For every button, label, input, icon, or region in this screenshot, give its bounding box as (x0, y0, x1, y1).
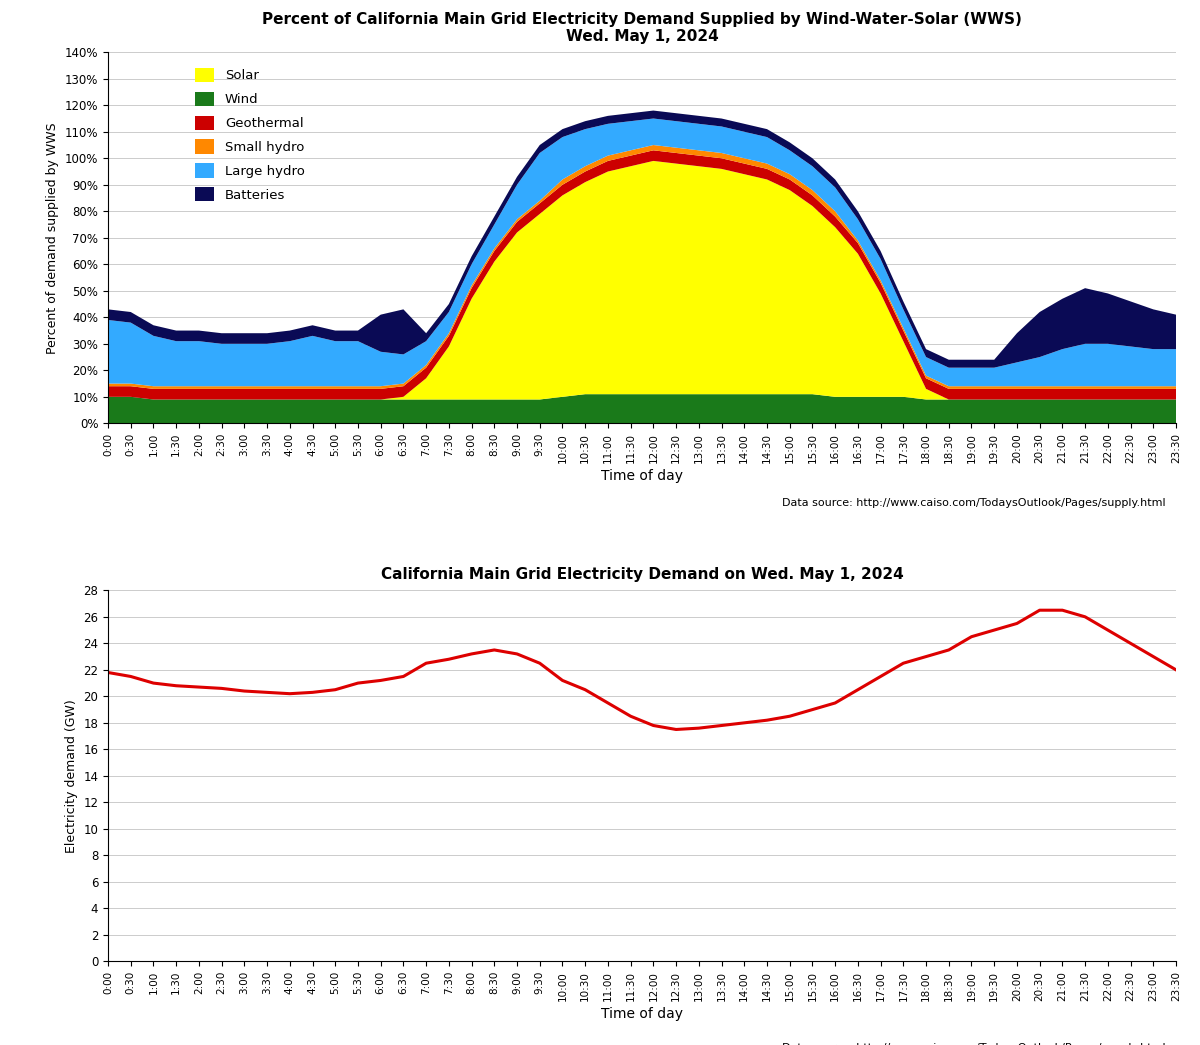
Y-axis label: Percent of demand supplied by WWS: Percent of demand supplied by WWS (47, 122, 59, 353)
Y-axis label: Electricity demand (GW): Electricity demand (GW) (65, 699, 78, 853)
X-axis label: Time of day: Time of day (601, 1006, 683, 1021)
X-axis label: Time of day: Time of day (601, 468, 683, 483)
Text: Data source: http://www.caiso.com/TodaysOutlook/Pages/supply.html: Data source: http://www.caiso.com/Todays… (781, 1043, 1165, 1045)
Title: Percent of California Main Grid Electricity Demand Supplied by Wind-Water-Solar : Percent of California Main Grid Electric… (262, 11, 1022, 44)
Legend: Solar, Wind, Geothermal, Small hydro, Large hydro, Batteries: Solar, Wind, Geothermal, Small hydro, La… (190, 63, 310, 207)
Title: California Main Grid Electricity Demand on Wed. May 1, 2024: California Main Grid Electricity Demand … (380, 567, 904, 582)
Text: Data source: http://www.caiso.com/TodaysOutlook/Pages/supply.html: Data source: http://www.caiso.com/Todays… (781, 497, 1165, 508)
